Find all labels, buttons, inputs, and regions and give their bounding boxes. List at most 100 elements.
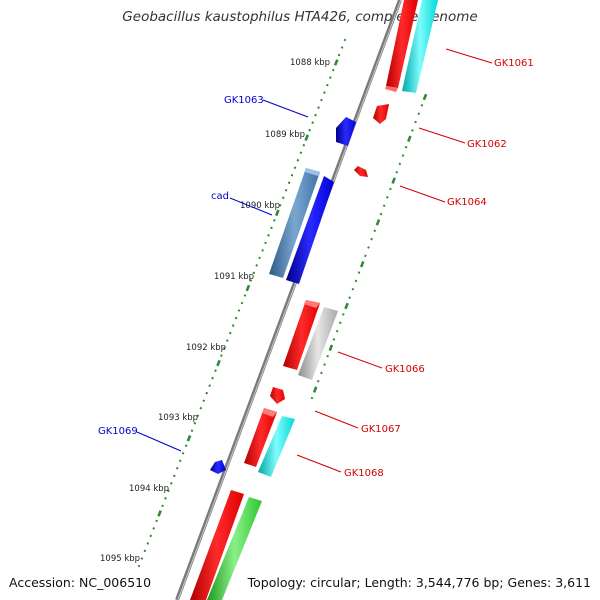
kbp-label: 1093 kbp	[158, 413, 198, 423]
minor-tick	[370, 237, 373, 241]
gene-label-gk1069: GK1069	[98, 426, 138, 437]
genome-backbone-highlight	[177, 0, 402, 600]
minor-tick	[302, 143, 306, 147]
minor-tick	[337, 53, 341, 57]
minor-tick	[205, 391, 209, 395]
minor-tick	[335, 329, 339, 333]
minor-tick	[395, 170, 399, 174]
outer-tick-ring	[310, 93, 428, 400]
gene-gk1061-top	[385, 86, 398, 92]
genome-info: Topology: circular; Length: 3,544,776 bp…	[247, 575, 591, 590]
minor-tick	[199, 406, 203, 410]
gene-label-gk1064: GK1064	[447, 197, 487, 208]
minor-tick	[331, 68, 335, 72]
minor-tick	[261, 249, 264, 252]
genome-backbone	[175, 0, 402, 600]
minor-tick	[170, 482, 173, 485]
gene-label-cad: cad	[211, 191, 229, 202]
minor-tick	[202, 399, 206, 402]
minor-tick	[326, 83, 329, 87]
minor-tick	[164, 497, 167, 500]
minor-tick	[231, 324, 235, 327]
minor-tick	[290, 173, 294, 177]
minor-tick	[258, 256, 261, 260]
major-tick	[328, 344, 334, 352]
major-tick	[274, 209, 280, 217]
minor-tick	[167, 489, 170, 493]
gene-gk1068	[244, 408, 277, 467]
minor-tick	[364, 254, 367, 258]
minor-tick	[404, 145, 408, 149]
minor-tick	[220, 354, 223, 357]
major-tick	[375, 219, 381, 226]
minor-tick	[270, 226, 273, 230]
minor-tick	[296, 158, 300, 162]
minor-tick	[379, 212, 383, 216]
gene-gk1063	[336, 117, 356, 146]
minor-tick	[172, 474, 176, 478]
leader-lines	[136, 48, 493, 473]
kbp-label: 1092 kbp	[186, 343, 226, 353]
minor-tick	[401, 154, 405, 157]
minor-tick	[414, 120, 417, 124]
minor-tick	[240, 301, 244, 305]
minor-tick	[348, 296, 351, 299]
minor-tick	[299, 151, 303, 154]
gene-gk1064	[354, 166, 368, 177]
minor-tick	[343, 38, 347, 42]
accession-label: Accession: NC_006510	[9, 575, 152, 590]
gene-label-gk1062: GK1062	[467, 139, 507, 150]
minor-tick	[417, 112, 421, 116]
minor-tick	[143, 549, 147, 553]
major-tick	[216, 359, 221, 367]
gene-cad-steel	[269, 168, 320, 278]
gene-gk1066-gray	[298, 307, 338, 380]
major-tick	[304, 134, 310, 141]
gene-label-gk1068: GK1068	[344, 468, 384, 479]
minor-tick	[373, 229, 377, 233]
minor-tick	[214, 369, 217, 372]
minor-tick	[161, 504, 164, 508]
kbp-label: 1095 kbp	[100, 554, 140, 564]
minor-tick	[351, 288, 355, 291]
major-tick	[186, 435, 192, 442]
minor-tick	[317, 106, 320, 109]
minor-tick	[255, 264, 259, 267]
minor-tick	[320, 371, 323, 375]
minor-tick	[184, 444, 188, 448]
minor-tick	[328, 76, 332, 79]
kbp-scale: 1088 kbp 1089 kbp 1090 kbp 1091 kbp 1092…	[100, 58, 330, 564]
minor-tick	[140, 557, 144, 560]
kbp-label: 1091 kbp	[214, 272, 254, 282]
gene-gk1061	[386, 0, 418, 88]
minor-tick	[398, 162, 402, 166]
minor-tick	[181, 452, 185, 455]
gene-label-gk1067: GK1067	[361, 424, 401, 435]
gene-gk1067	[270, 387, 285, 404]
minor-tick	[196, 414, 200, 417]
minor-tick	[243, 294, 247, 297]
minor-tick	[386, 196, 389, 199]
minor-tick	[367, 246, 370, 249]
kbp-label: 1088 kbp	[290, 58, 330, 68]
gene-cad	[286, 176, 334, 284]
gene-label-gk1066: GK1066	[385, 364, 425, 375]
minor-tick	[389, 187, 392, 191]
major-tick	[422, 93, 428, 101]
minor-tick	[357, 271, 361, 274]
minor-tick	[332, 338, 336, 341]
gene-gk1062	[373, 104, 389, 124]
minor-tick	[284, 189, 288, 192]
minor-tick	[234, 316, 238, 320]
minor-tick	[354, 279, 358, 283]
gene-label-gk1063: GK1063	[224, 95, 264, 106]
gene-bottom-red	[190, 490, 244, 600]
gene-cad-steel-top	[305, 168, 320, 176]
major-tick	[157, 510, 162, 517]
minor-tick	[281, 196, 285, 200]
major-tick	[391, 177, 396, 184]
minor-tick	[237, 309, 241, 312]
minor-tick	[223, 346, 226, 350]
minor-tick	[310, 396, 314, 400]
